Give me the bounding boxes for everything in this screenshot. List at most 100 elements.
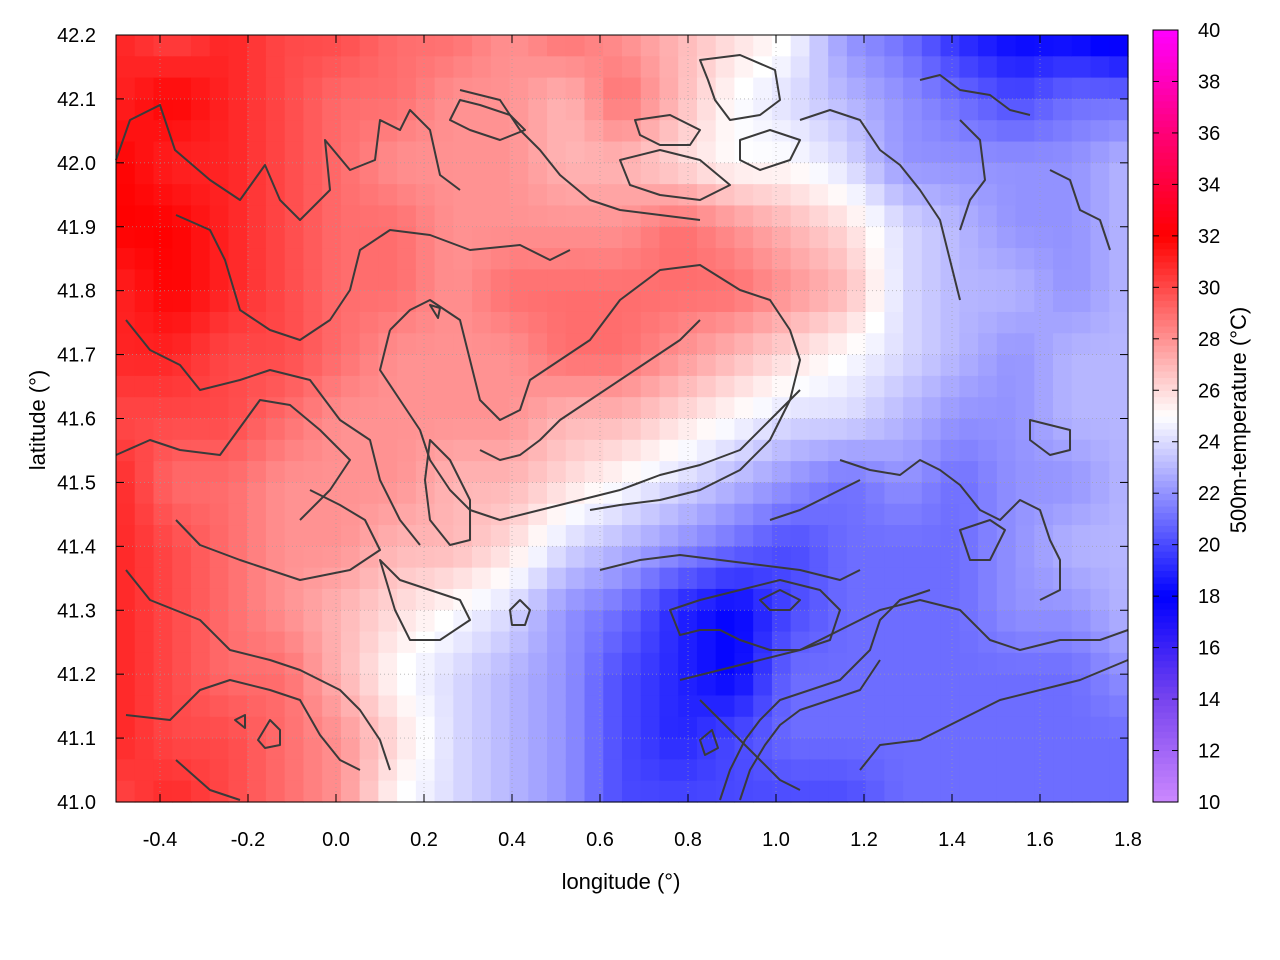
colorbar-segment [1153,518,1178,526]
heatmap-cell [509,610,529,633]
heatmap-cell [790,290,811,313]
heatmap-cell [603,716,623,739]
heatmap-cell [865,546,885,569]
heatmap-cell [228,311,248,334]
heatmap-cell [1034,716,1054,739]
heatmap-cell [809,226,829,249]
heatmap-cell [509,546,529,569]
heatmap-cell [696,354,717,377]
heatmap-cell [809,35,829,57]
heatmap-cell [322,226,342,249]
heatmap-cell [1053,333,1073,356]
colorbar-segment [1153,351,1178,359]
heatmap-cell [940,695,960,718]
colorbar-segment [1153,583,1178,591]
heatmap-cell [265,759,286,782]
heatmap-cell [172,631,192,654]
heatmap-cell [940,631,960,654]
heatmap-cell [1071,248,1092,270]
heatmap-cell [1090,77,1110,100]
heatmap-cell [959,311,979,334]
heatmap-cell [490,248,511,270]
heatmap-cell [584,652,604,675]
heatmap-cell [1071,461,1092,484]
heatmap-cell [584,546,604,569]
heatmap-cell [996,141,1017,164]
heatmap-cell [472,525,492,547]
heatmap-cell [1109,141,1129,164]
heatmap-cell [753,375,773,398]
heatmap-cell [265,120,286,143]
heatmap-cell [153,205,173,228]
heatmap-cell [453,290,473,313]
heatmap-cell [172,120,192,143]
colorbar-segment [1153,132,1178,140]
contour-lines [115,54,1129,801]
heatmap-cell [453,546,473,569]
heatmap-cell [1015,567,1035,590]
heatmap-cell [172,397,192,420]
heatmap-cell [996,226,1017,249]
heatmap-cell [753,588,773,611]
heatmap-cell [378,439,398,462]
heatmap-cell [153,397,173,420]
heatmap-cell [659,674,679,697]
heatmap-cell [228,546,248,569]
heatmap-cell [771,716,792,739]
contour-line [125,679,361,771]
heatmap-cell [696,397,717,420]
heatmap-cell [472,248,492,270]
heatmap-cell [359,226,379,249]
heatmap-cell [434,546,454,569]
heatmap-cell [1034,290,1054,313]
x-tick-label: 1.0 [762,829,790,851]
heatmap-cell [190,354,211,377]
heatmap-cell [790,226,811,249]
heatmap-cell [603,290,623,313]
heatmap-cell [134,716,155,739]
heatmap-cell [696,205,717,228]
heatmap-cell [209,120,230,143]
heatmap-cell [996,311,1017,334]
heatmap-cell [359,248,379,270]
heatmap-cell [978,674,998,697]
heatmap-cell [921,695,942,718]
heatmap-cell [603,397,623,420]
heatmap-cell [959,439,979,462]
heatmap-cell [565,56,586,79]
heatmap-cell [678,333,698,356]
heatmap-cell [340,482,361,505]
heatmap-cell [265,35,286,57]
heatmap-cell [828,674,848,697]
heatmap-cell [1034,759,1054,782]
heatmap-cell [1071,738,1092,760]
heatmap-cell [584,567,604,590]
heatmap-cell [715,205,736,228]
heatmap-cell [1071,162,1092,185]
heatmap-cell [1034,738,1054,760]
heatmap-cell [903,226,923,249]
heatmap-cell [828,120,848,143]
heatmap-cell [640,695,661,718]
heatmap-cell [247,418,267,441]
heatmap-cell [265,56,286,79]
contour-line [234,714,246,729]
heatmap-cell [809,56,829,79]
heatmap-cell [865,652,885,675]
colorbar-segment [1153,705,1178,713]
heatmap-cell [884,674,904,697]
heatmap-cell [921,98,942,121]
heatmap-cell [378,290,398,313]
heatmap-cell [340,780,361,803]
heatmap-cell [509,77,529,100]
heatmap-cell [1090,290,1110,313]
heatmap-cell [490,588,511,611]
heatmap-cell [921,716,942,739]
heatmap-cell [584,439,604,462]
heatmap-cell [622,77,642,100]
heatmap-cell [228,205,248,228]
heatmap-cell [265,311,286,334]
heatmap-cell [265,610,286,633]
heatmap-cell [397,184,417,207]
heatmap-cell [678,354,698,377]
